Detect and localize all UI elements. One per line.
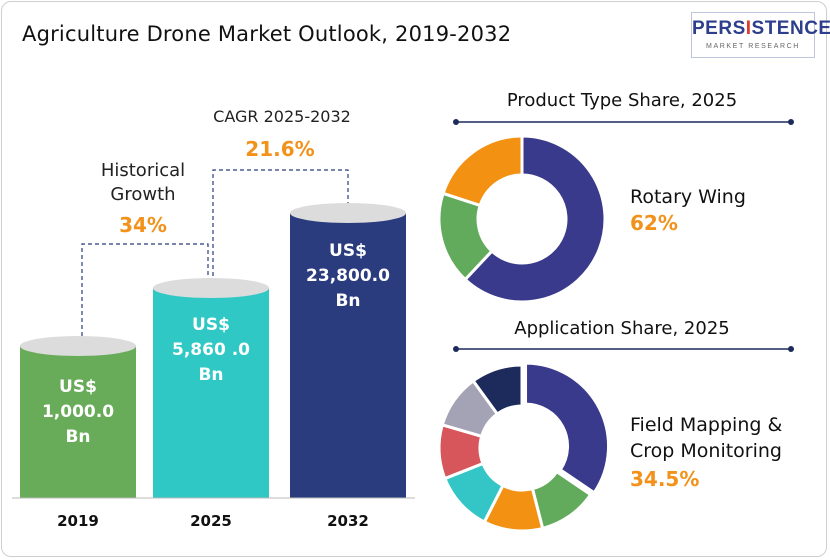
bar-cap — [290, 203, 406, 223]
bar-2032 — [290, 203, 406, 498]
bar-value-label: 23,800.0 — [306, 266, 390, 286]
donut-title: Application Share, 2025 — [514, 318, 730, 339]
cagr-value: 21.6% — [245, 137, 314, 161]
rule-end-dot — [453, 346, 459, 352]
rule-end-dot — [453, 119, 459, 125]
bar-value-label: Bn — [198, 365, 223, 385]
bar-value-label: Bn — [335, 291, 360, 311]
cagr-connector — [212, 169, 349, 276]
bar-body — [20, 346, 136, 498]
historical-growth-connector — [81, 243, 209, 336]
bar-body — [290, 213, 406, 498]
bar-value-label: US$ — [59, 377, 97, 397]
x-tick-label: 2032 — [327, 512, 369, 530]
rule-end-dot — [788, 119, 794, 125]
donut-callout-value: 62% — [630, 211, 678, 235]
x-tick-label: 2025 — [190, 512, 232, 530]
donut-title: Product Type Share, 2025 — [507, 90, 737, 111]
product-type-donut — [437, 134, 607, 304]
donut-callout-label: Crop Monitoring — [630, 440, 782, 462]
donut-slice — [463, 134, 607, 304]
x-tick-label: 2019 — [57, 512, 99, 530]
bar-2025 — [153, 278, 269, 498]
bar-value-label: 1,000.0 — [42, 402, 114, 422]
donut-slice — [441, 134, 524, 208]
bar-value-label: 5,860 .0 — [172, 340, 250, 360]
donut-callout-value: 34.5% — [630, 467, 699, 491]
persistence-logo: PERSISTENCE MARKET RESEARCH — [691, 12, 830, 58]
bar-2019 — [20, 336, 136, 498]
chart-title: Agriculture Drone Market Outlook, 2019-2… — [22, 22, 512, 46]
historical-growth-label: Growth — [110, 184, 175, 205]
bar-cap — [20, 336, 136, 356]
donut-callout-label: Rotary Wing — [630, 186, 746, 208]
bar-body — [153, 288, 269, 498]
bar-value-label: US$ — [329, 241, 367, 261]
historical-growth-value: 34% — [119, 213, 167, 237]
donut-slice — [524, 361, 610, 495]
bar-value-label: Bn — [65, 427, 90, 447]
cagr-label: CAGR 2025-2032 — [213, 107, 351, 126]
rule-end-dot — [788, 346, 794, 352]
bar-value-label: US$ — [192, 315, 230, 335]
historical-growth-label: Historical — [101, 160, 185, 181]
donut-callout-label: Field Mapping & — [630, 414, 782, 436]
bar-cap — [153, 278, 269, 298]
logo-tagline: MARKET RESEARCH — [706, 43, 800, 50]
logo-wordmark: PERSISTENCE — [692, 18, 830, 39]
donut-slice — [471, 363, 524, 417]
application-donut — [437, 361, 610, 533]
bar-chart — [20, 203, 406, 498]
